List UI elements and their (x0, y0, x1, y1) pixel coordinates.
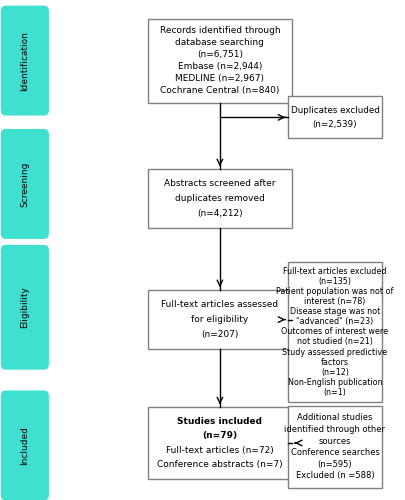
Text: "advanced" (n=23): "advanced" (n=23) (296, 318, 373, 326)
Text: Cochrane Central (n=840): Cochrane Central (n=840) (160, 86, 279, 95)
Text: Full-text articles assessed: Full-text articles assessed (161, 300, 278, 310)
FancyBboxPatch shape (147, 290, 291, 349)
Text: identified through other: identified through other (284, 425, 384, 434)
Text: duplicates removed: duplicates removed (175, 194, 264, 203)
Text: Duplicates excluded: Duplicates excluded (290, 106, 379, 115)
FancyBboxPatch shape (288, 406, 381, 487)
Text: Disease stage was not: Disease stage was not (289, 308, 379, 316)
Text: Abstracts screened after: Abstracts screened after (164, 180, 275, 188)
Text: (n=79): (n=79) (202, 432, 237, 440)
Text: Screening: Screening (20, 161, 29, 206)
FancyBboxPatch shape (147, 18, 291, 102)
Text: Included: Included (20, 426, 29, 465)
Text: (n=595): (n=595) (317, 460, 352, 469)
FancyBboxPatch shape (288, 96, 381, 138)
Text: (n=207): (n=207) (201, 330, 238, 339)
Text: Embase (n=2,944): Embase (n=2,944) (177, 62, 261, 71)
Text: interest (n=78): interest (n=78) (303, 298, 365, 306)
FancyBboxPatch shape (288, 262, 381, 402)
Text: Additional studies: Additional studies (296, 414, 372, 422)
Text: Studies included: Studies included (177, 417, 262, 426)
Text: Identification: Identification (20, 30, 29, 90)
Text: Excluded (n =588): Excluded (n =588) (295, 472, 373, 480)
Text: Non-English publication: Non-English publication (287, 378, 382, 386)
Text: Full-text articles excluded: Full-text articles excluded (283, 267, 386, 276)
Text: Full-text articles (n=72): Full-text articles (n=72) (166, 446, 273, 454)
Text: (n=1): (n=1) (323, 388, 345, 396)
Text: Patient population was not of: Patient population was not of (276, 288, 393, 296)
Text: Outcomes of interest were: Outcomes of interest were (281, 328, 388, 336)
Text: Study assessed predictive: Study assessed predictive (282, 348, 387, 356)
Text: MEDLINE (n=2,967): MEDLINE (n=2,967) (175, 74, 264, 83)
FancyBboxPatch shape (147, 169, 291, 228)
Text: Eligibility: Eligibility (20, 286, 29, 328)
FancyBboxPatch shape (1, 391, 48, 500)
Text: not studied (n=21): not studied (n=21) (296, 338, 372, 346)
Text: (n=12): (n=12) (320, 368, 348, 376)
FancyBboxPatch shape (147, 407, 291, 478)
Text: (n=135): (n=135) (318, 277, 351, 286)
Text: sources: sources (318, 436, 350, 446)
Text: Conference abstracts (n=7): Conference abstracts (n=7) (157, 460, 282, 469)
FancyBboxPatch shape (1, 6, 48, 115)
Text: Conference searches: Conference searches (290, 448, 379, 457)
Text: for eligibility: for eligibility (191, 315, 248, 324)
Text: (n=4,212): (n=4,212) (196, 209, 242, 218)
FancyBboxPatch shape (1, 246, 48, 369)
Text: (n=6,751): (n=6,751) (196, 50, 242, 59)
Text: Records identified through: Records identified through (159, 26, 279, 35)
Text: factors: factors (320, 358, 348, 366)
Text: database searching: database searching (175, 38, 264, 47)
Text: (n=2,539): (n=2,539) (312, 120, 356, 129)
FancyBboxPatch shape (1, 130, 48, 238)
